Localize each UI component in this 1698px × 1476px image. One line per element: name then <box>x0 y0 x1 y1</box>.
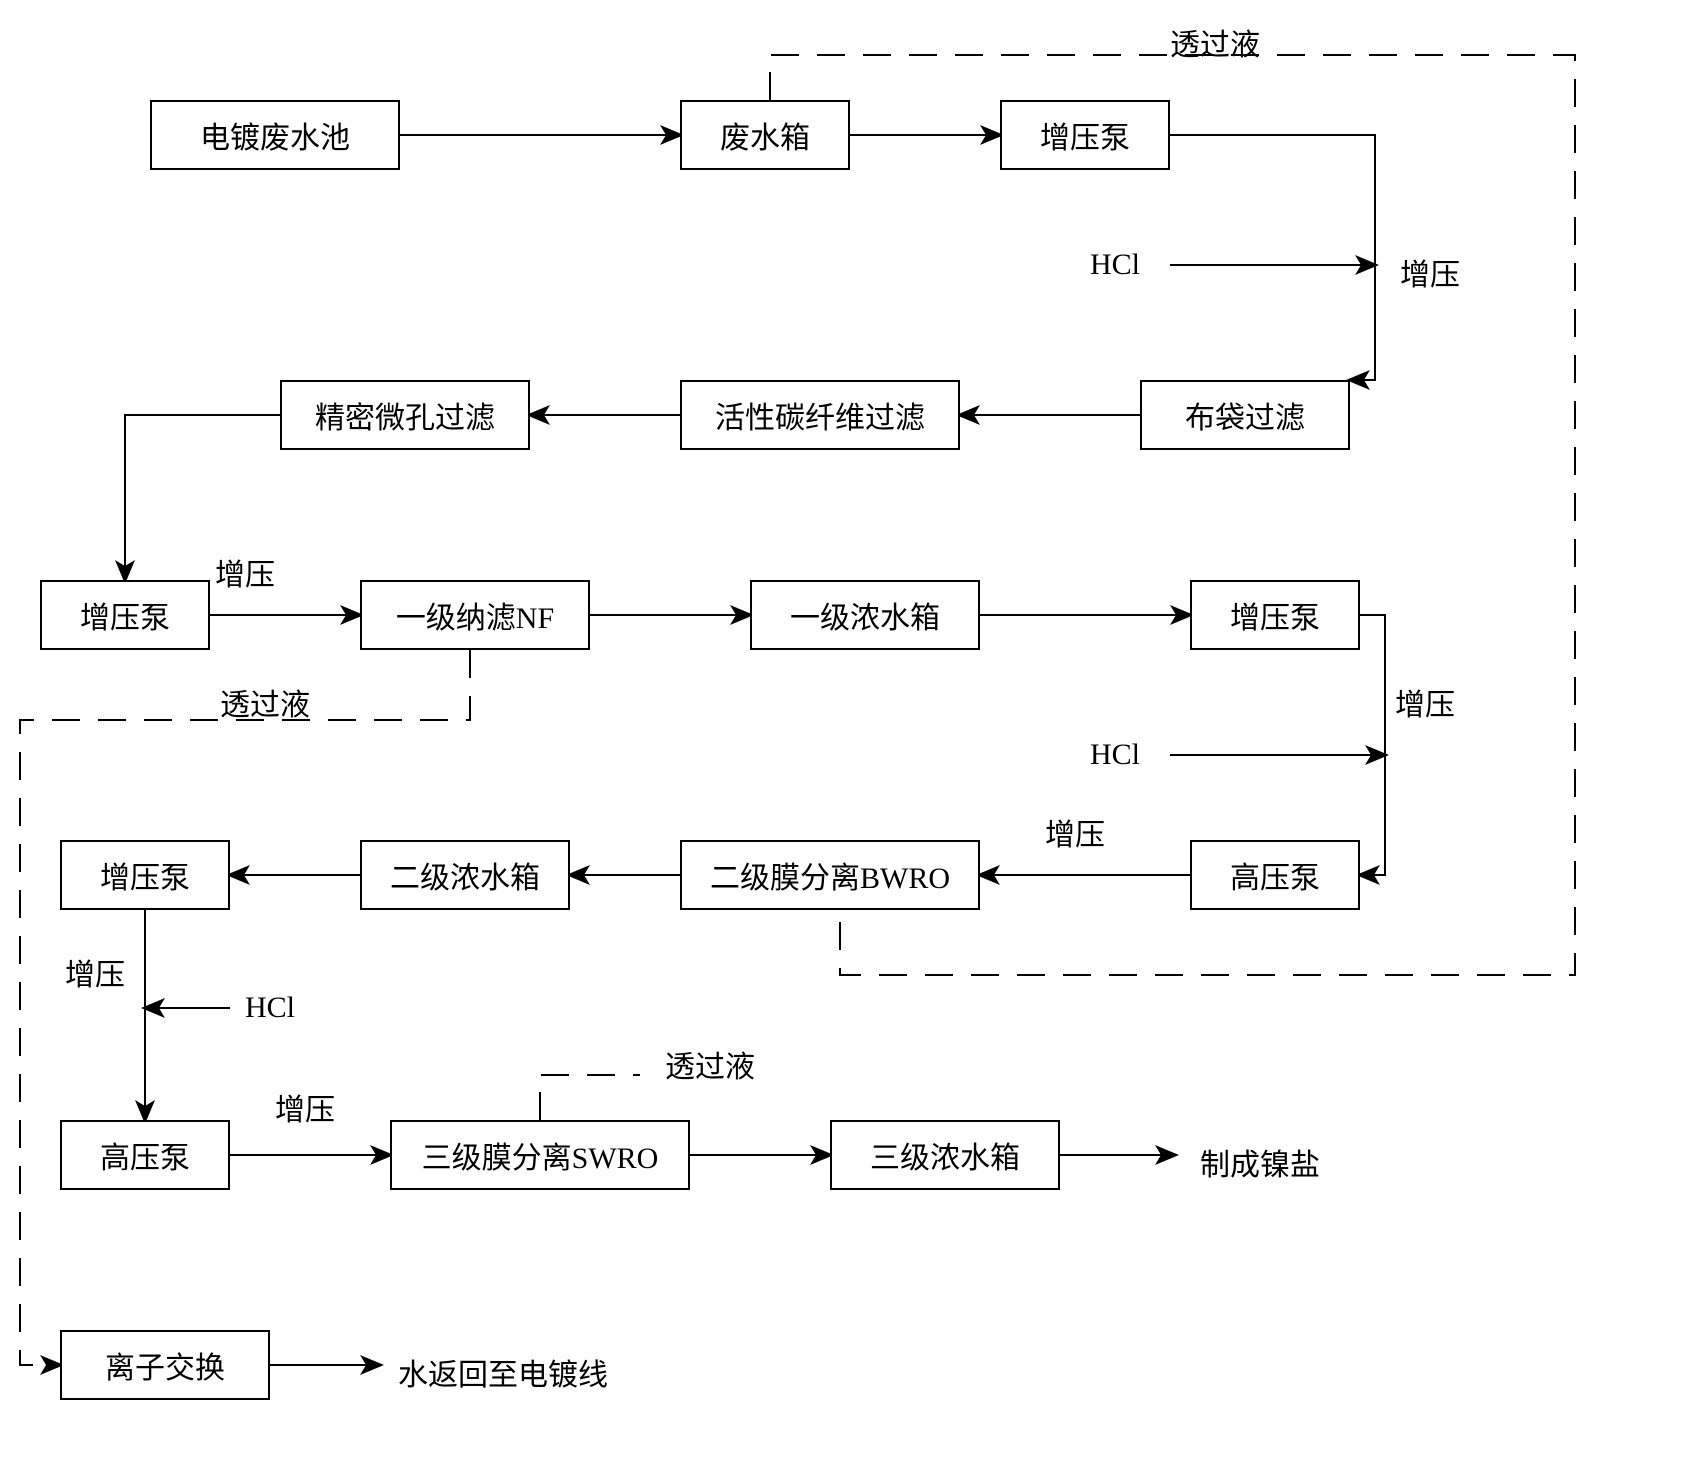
node-n18: 离子交换 <box>60 1330 270 1400</box>
label-l7: HCl <box>1090 738 1140 772</box>
label-l10: HCl <box>245 991 295 1025</box>
label-l2: 增压 <box>1400 250 1460 294</box>
label-l5: 透过液 <box>220 680 310 724</box>
edge-layer <box>0 0 1698 1476</box>
label-l4: 增压 <box>215 550 275 594</box>
node-label: 精密微孔过滤 <box>315 393 495 437</box>
node-label: 一级纳滤NF <box>396 593 554 637</box>
label-l12: 透过液 <box>665 1042 755 1086</box>
node-n12: 二级膜分离BWRO <box>680 840 980 910</box>
node-label: 三级膜分离SWRO <box>422 1133 659 1177</box>
node-label: 高压泵 <box>1230 853 1320 897</box>
node-label: 增压泵 <box>1040 113 1130 157</box>
node-label: 废水箱 <box>720 113 810 157</box>
node-label: 增压泵 <box>80 593 170 637</box>
node-label: 三级浓水箱 <box>870 1133 1020 1177</box>
label-l1: 透过液 <box>1170 20 1260 64</box>
node-n3: 增压泵 <box>1000 100 1170 170</box>
node-n9: 一级浓水箱 <box>750 580 980 650</box>
node-n16: 三级膜分离SWRO <box>390 1120 690 1190</box>
edge-23 <box>540 1075 640 1120</box>
label-l3: HCl <box>1090 248 1140 282</box>
node-n7: 增压泵 <box>40 580 210 650</box>
node-label: 一级浓水箱 <box>790 593 940 637</box>
node-n8: 一级纳滤NF <box>360 580 590 650</box>
node-n2: 废水箱 <box>680 100 850 170</box>
edge-21 <box>770 55 1575 975</box>
node-label: 离子交换 <box>105 1343 225 1387</box>
label-l11: 增压 <box>275 1085 335 1129</box>
node-label: 增压泵 <box>100 853 190 897</box>
node-n15: 高压泵 <box>60 1120 230 1190</box>
label-l6: 增压 <box>1395 680 1455 724</box>
label-l9: 增压 <box>65 950 125 994</box>
node-label: 高压泵 <box>100 1133 190 1177</box>
node-n10: 增压泵 <box>1190 580 1360 650</box>
node-n4: 布袋过滤 <box>1140 380 1350 450</box>
node-label: 电镀废水池 <box>200 113 350 157</box>
flowchart-canvas: 电镀废水池废水箱增压泵布袋过滤活性碳纤维过滤精密微孔过滤增压泵一级纳滤NF一级浓… <box>0 0 1698 1476</box>
edge-10 <box>1360 615 1385 875</box>
node-label: 活性碳纤维过滤 <box>715 393 925 437</box>
node-n6: 精密微孔过滤 <box>280 380 530 450</box>
node-label: 布袋过滤 <box>1185 393 1305 437</box>
node-n5: 活性碳纤维过滤 <box>680 380 960 450</box>
node-label: 二级浓水箱 <box>390 853 540 897</box>
node-n14: 增压泵 <box>60 840 230 910</box>
node-n11: 高压泵 <box>1190 840 1360 910</box>
node-label: 二级膜分离BWRO <box>710 853 950 897</box>
label-l14: 水返回至电镀线 <box>398 1350 608 1394</box>
node-n17: 三级浓水箱 <box>830 1120 1060 1190</box>
node-n1: 电镀废水池 <box>150 100 400 170</box>
node-label: 增压泵 <box>1230 593 1320 637</box>
node-n13: 二级浓水箱 <box>360 840 570 910</box>
label-l8: 增压 <box>1045 810 1105 854</box>
label-l13: 制成镍盐 <box>1200 1140 1320 1184</box>
edge-2 <box>1170 135 1375 380</box>
